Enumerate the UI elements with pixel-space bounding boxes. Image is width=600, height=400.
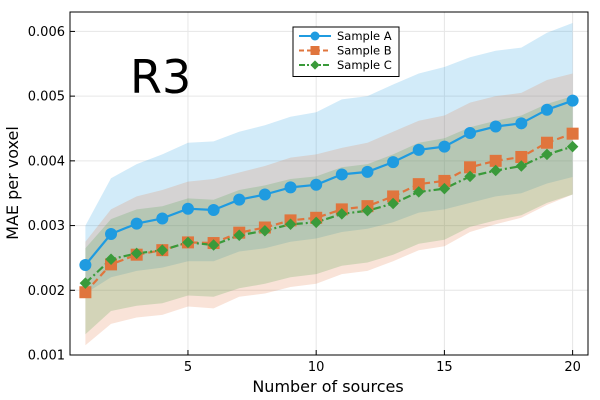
x-tick-label: 5 xyxy=(184,360,192,375)
sample-b-point xyxy=(464,161,477,174)
sample-b-point xyxy=(566,127,579,140)
sample-a-point xyxy=(489,120,502,133)
uncertainty-bands xyxy=(85,23,573,346)
legend-marker xyxy=(310,31,320,41)
y-tick-label: 0.002 xyxy=(28,284,65,299)
sample-a-point xyxy=(130,217,143,230)
y-tick-label: 0.005 xyxy=(28,90,65,105)
sample-c-point xyxy=(387,197,399,210)
sample-c-point xyxy=(438,182,451,195)
sample-a-point xyxy=(207,204,220,217)
y-axis-title: MAE per voxel xyxy=(3,126,22,240)
sample-c-point xyxy=(336,208,348,220)
legend-label: Sample C xyxy=(337,58,392,72)
sample-c-point xyxy=(182,236,194,249)
sample-c-point xyxy=(105,253,117,265)
sample-c-point xyxy=(310,216,322,229)
sample-a-point xyxy=(566,94,579,107)
tick-labels: 5 10 15 20 0.001 0.002 0.003 0.004 0.005 0.006 xyxy=(28,25,581,375)
sample-c-point xyxy=(566,140,579,153)
sample-a-point xyxy=(515,117,528,130)
sample-b-point xyxy=(387,190,400,203)
sample-a-point xyxy=(464,127,477,140)
series-markers xyxy=(79,94,579,299)
r3-annotation: R3 xyxy=(130,50,191,104)
y-tick-label: 0.001 xyxy=(28,349,65,364)
sample-b-band xyxy=(85,73,573,346)
sample-a-point xyxy=(284,181,297,194)
sample-a-point xyxy=(335,168,348,181)
sample-a-point xyxy=(361,165,374,178)
sample-a-point xyxy=(156,212,169,225)
sample-c-point xyxy=(413,186,425,198)
plot-frame xyxy=(69,11,589,356)
x-tick-label: 20 xyxy=(564,360,581,375)
x-axis-title: Number of sources xyxy=(252,377,403,396)
sample-a-point xyxy=(233,193,246,206)
sample-b-point xyxy=(515,150,528,163)
sample-a-point xyxy=(181,202,194,215)
x-tick-label: 10 xyxy=(308,360,325,375)
sample-c-point xyxy=(156,244,169,256)
sample-b-point xyxy=(79,286,92,299)
sample-a-point xyxy=(387,156,400,169)
sample-a-point xyxy=(79,259,92,272)
sample-c-band xyxy=(85,96,573,335)
sample-a-point xyxy=(540,103,553,116)
sample-a-point xyxy=(438,140,451,153)
sample-c-point xyxy=(541,148,553,161)
axis-ticks xyxy=(70,30,574,356)
sample-c-point xyxy=(79,277,92,289)
legend-label: Sample B xyxy=(337,44,392,58)
sample-a-band xyxy=(85,23,573,294)
sample-c-point xyxy=(207,239,220,251)
sample-a-point xyxy=(412,143,425,156)
sample-b-point xyxy=(540,136,553,149)
sample-b-point xyxy=(489,154,502,167)
sample-c-point xyxy=(284,218,297,231)
legend-label: Sample A xyxy=(337,29,392,43)
sample-c-point xyxy=(233,229,245,242)
y-tick-label: 0.003 xyxy=(28,219,65,234)
sample-c-point xyxy=(361,204,374,217)
legend-marker xyxy=(310,46,320,55)
sample-c-point xyxy=(489,164,502,177)
sample-a-point xyxy=(258,188,271,201)
legend-marker xyxy=(310,60,320,70)
y-tick-label: 0.004 xyxy=(28,154,65,169)
sample-c-point xyxy=(515,160,528,172)
x-tick-label: 15 xyxy=(436,360,453,375)
sample-c-point xyxy=(259,224,271,237)
sample-a-point xyxy=(310,178,323,191)
sample-b-point xyxy=(438,174,451,187)
sample-a-point xyxy=(105,227,118,240)
sample-c-point xyxy=(130,247,143,260)
sample-b-point xyxy=(412,178,425,191)
sample-c-point xyxy=(464,170,476,183)
y-tick-label: 0.006 xyxy=(28,25,65,40)
